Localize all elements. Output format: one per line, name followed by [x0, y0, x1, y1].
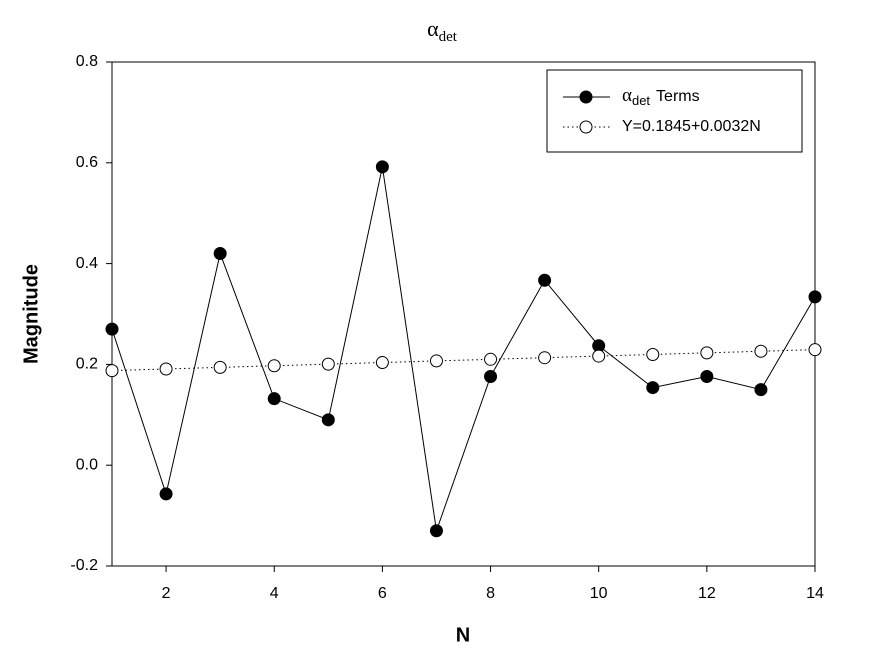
x-tick-label: 10 [590, 585, 608, 602]
y-tick-label: 0.2 [76, 356, 98, 373]
series-line [111, 166, 816, 531]
y-tick-label: 0.4 [76, 255, 98, 272]
data-point [700, 346, 714, 360]
x-tick-label: 6 [378, 585, 387, 602]
x-tick-label: 2 [162, 585, 171, 602]
data-point [754, 344, 768, 358]
data-point [429, 354, 443, 368]
data-point [538, 351, 552, 365]
legend-label: αdet Terms [622, 85, 700, 108]
legend-suffix: Terms [656, 88, 700, 105]
y-tick-label: 0.0 [76, 456, 98, 473]
data-point [159, 362, 173, 376]
x-axis-label: N [456, 624, 470, 646]
data-point [213, 247, 227, 261]
x-tick-label: 4 [270, 585, 279, 602]
data-point [159, 487, 173, 501]
data-point [484, 352, 498, 366]
legend-marker [579, 90, 593, 104]
data-point [321, 357, 335, 371]
series-line [111, 349, 816, 372]
data-point [267, 359, 281, 373]
legend: αdet Terms Y=0.1845+0.0032N [546, 69, 803, 153]
data-point [538, 273, 552, 287]
x-tick-label: 8 [486, 585, 495, 602]
y-tick-label: 0.6 [76, 154, 98, 171]
legend-subscript: det [632, 93, 650, 108]
data-point [321, 413, 335, 427]
data-point [105, 364, 119, 378]
data-point [213, 360, 227, 374]
data-point [754, 383, 768, 397]
data-point [375, 356, 389, 370]
x-tick-label: 12 [698, 585, 716, 602]
data-point [646, 347, 660, 361]
x-tick-label: 14 [806, 585, 824, 602]
data-point [105, 322, 119, 336]
title-symbol: α [427, 16, 439, 41]
legend-box [546, 69, 803, 153]
data-point [267, 392, 281, 406]
data-point [375, 160, 389, 174]
data-point [429, 524, 443, 538]
legend-symbol: α [622, 85, 632, 106]
y-axis-label: Magnitude [20, 264, 42, 364]
y-tick-label: 0.8 [76, 53, 98, 70]
data-point [484, 369, 498, 383]
chart-title: αdet [427, 16, 458, 45]
data-point [808, 343, 822, 357]
data-point [808, 290, 822, 304]
plot-frame [111, 61, 816, 567]
data-point [700, 369, 714, 383]
data-point [592, 349, 606, 363]
title-subscript: det [439, 29, 458, 45]
legend-label: Y=0.1845+0.0032N [622, 118, 761, 135]
y-tick-label: -0.2 [70, 557, 98, 574]
data-point [646, 381, 660, 395]
legend-marker [579, 120, 593, 134]
